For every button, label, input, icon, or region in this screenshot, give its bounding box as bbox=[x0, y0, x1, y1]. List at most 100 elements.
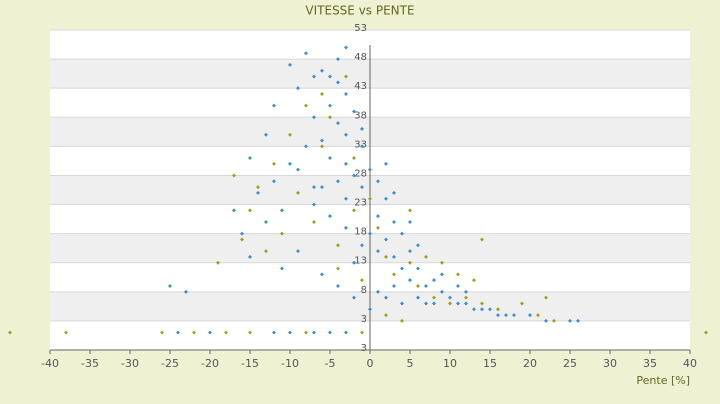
point bbox=[328, 103, 332, 108]
y-tick-label: 3 bbox=[361, 343, 367, 354]
point bbox=[344, 45, 348, 50]
point bbox=[416, 284, 420, 288]
point bbox=[264, 220, 268, 224]
point bbox=[416, 266, 420, 271]
point bbox=[336, 57, 340, 62]
point bbox=[272, 179, 276, 184]
point bbox=[456, 272, 460, 277]
point bbox=[400, 231, 404, 236]
point bbox=[296, 190, 300, 195]
point bbox=[288, 330, 292, 335]
point bbox=[464, 289, 468, 294]
point bbox=[432, 278, 436, 283]
point bbox=[240, 231, 244, 236]
x-tick-label: -25 bbox=[161, 357, 179, 370]
point bbox=[344, 74, 348, 79]
point bbox=[320, 272, 324, 277]
x-tick-label: -10 bbox=[281, 357, 299, 370]
point bbox=[400, 301, 404, 306]
point bbox=[352, 260, 356, 265]
point bbox=[328, 74, 332, 79]
point bbox=[392, 272, 396, 277]
point bbox=[280, 231, 284, 236]
point bbox=[376, 179, 380, 184]
point bbox=[256, 190, 260, 195]
point bbox=[368, 196, 372, 201]
point bbox=[344, 161, 348, 166]
x-tick-label: -40 bbox=[41, 357, 59, 370]
point bbox=[312, 220, 316, 224]
point bbox=[488, 307, 492, 312]
point bbox=[552, 318, 556, 323]
point bbox=[352, 295, 356, 300]
point bbox=[288, 62, 292, 67]
point bbox=[296, 249, 300, 254]
point bbox=[328, 115, 332, 120]
point bbox=[392, 254, 396, 259]
point bbox=[232, 208, 236, 213]
point bbox=[424, 301, 428, 306]
point bbox=[160, 330, 164, 335]
point bbox=[320, 68, 324, 73]
point bbox=[312, 115, 316, 120]
point bbox=[360, 330, 364, 335]
point bbox=[352, 109, 356, 114]
point bbox=[456, 301, 460, 306]
point bbox=[384, 295, 388, 300]
point bbox=[336, 179, 340, 184]
point bbox=[376, 225, 380, 230]
point bbox=[360, 144, 364, 149]
point bbox=[544, 295, 548, 300]
x-tick-label: 25 bbox=[563, 357, 577, 370]
point bbox=[280, 266, 284, 271]
point bbox=[192, 330, 196, 335]
point bbox=[336, 284, 340, 288]
point bbox=[464, 301, 468, 306]
point bbox=[368, 167, 372, 172]
point bbox=[384, 313, 388, 318]
point bbox=[384, 161, 388, 166]
point bbox=[320, 92, 324, 96]
point bbox=[168, 284, 172, 288]
point bbox=[248, 156, 252, 160]
point bbox=[288, 161, 292, 166]
y-tick-label: 13 bbox=[354, 256, 367, 267]
x-tick-label: 0 bbox=[367, 357, 374, 370]
y-tick-label: 18 bbox=[354, 227, 367, 238]
point bbox=[352, 156, 356, 160]
x-tick-label: 20 bbox=[523, 357, 537, 370]
point bbox=[352, 173, 356, 178]
point bbox=[288, 132, 292, 137]
point bbox=[408, 278, 412, 283]
point bbox=[240, 237, 244, 242]
point bbox=[472, 307, 476, 312]
point bbox=[520, 301, 524, 306]
point bbox=[376, 214, 380, 219]
point bbox=[568, 318, 572, 323]
point bbox=[336, 266, 340, 271]
point bbox=[392, 190, 396, 195]
point bbox=[416, 243, 420, 248]
x-tick-label: 30 bbox=[603, 357, 617, 370]
x-tick-label: -20 bbox=[201, 357, 219, 370]
point bbox=[344, 92, 348, 96]
point bbox=[408, 249, 412, 254]
point bbox=[312, 185, 316, 190]
point bbox=[408, 220, 412, 224]
point bbox=[424, 254, 428, 259]
point bbox=[248, 330, 252, 335]
point bbox=[312, 330, 316, 335]
point bbox=[336, 243, 340, 248]
point bbox=[280, 208, 284, 213]
point bbox=[368, 307, 372, 312]
point bbox=[248, 208, 252, 213]
x-tick-label: -35 bbox=[81, 357, 99, 370]
point bbox=[320, 185, 324, 190]
point bbox=[304, 103, 308, 108]
x-tick-label: 10 bbox=[443, 357, 457, 370]
point bbox=[440, 260, 444, 265]
point bbox=[304, 144, 308, 149]
point bbox=[384, 254, 388, 259]
point bbox=[400, 266, 404, 271]
